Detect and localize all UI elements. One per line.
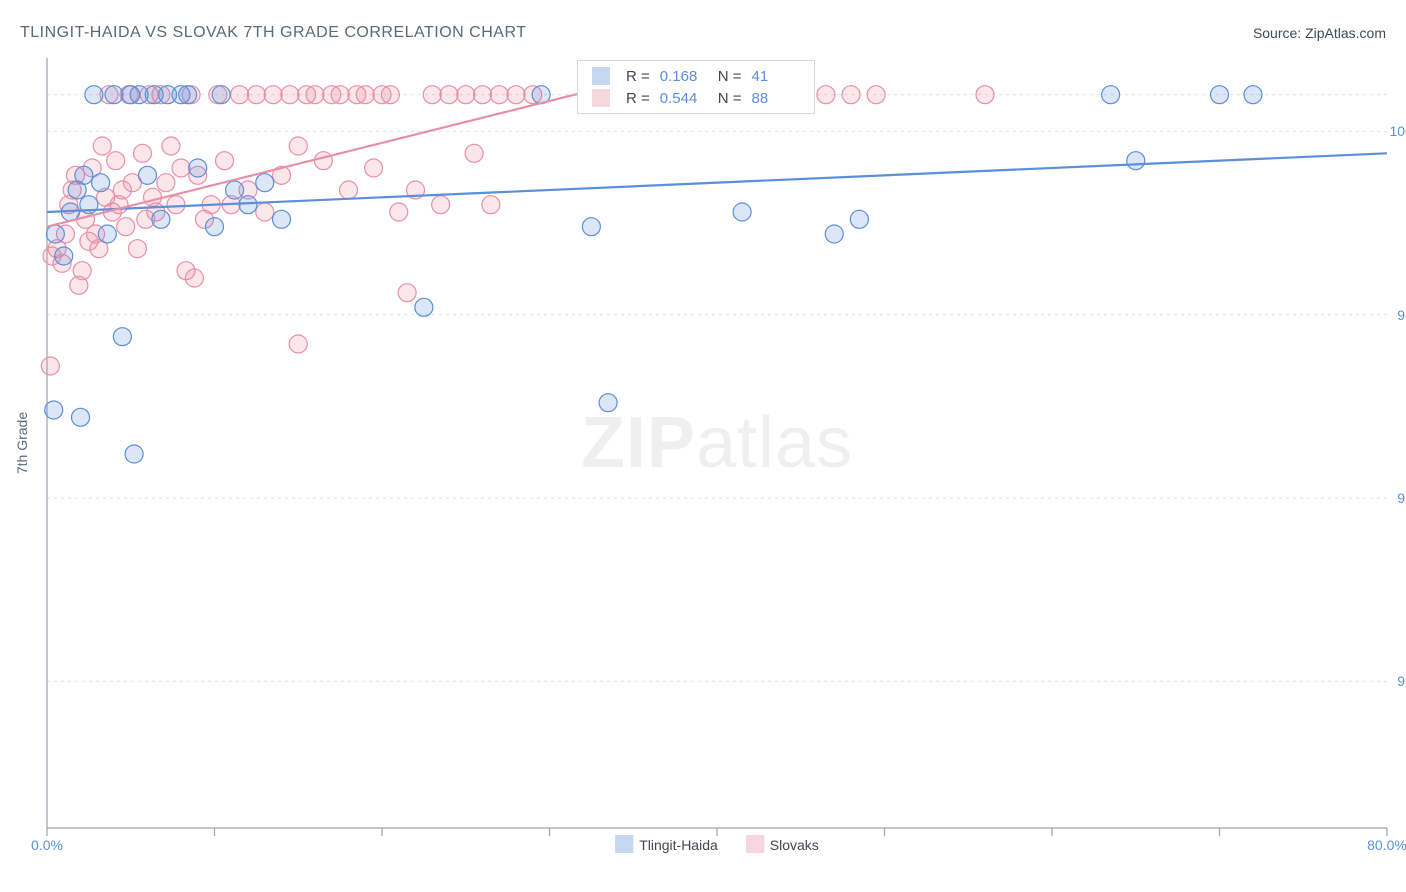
plot-area: 7th Grade ZIPatlas R = 0.168 N = 41R = 0…	[47, 58, 1387, 828]
stats-row: R = 0.544 N = 88	[578, 87, 814, 109]
y-axis-label: 7th Grade	[14, 412, 30, 474]
x-tick-label: 0.0%	[31, 837, 63, 853]
stats-legend-box: R = 0.168 N = 41R = 0.544 N = 88	[577, 60, 815, 114]
scatter-plot-svg	[47, 58, 1387, 828]
legend-item: Tlingit-Haida	[615, 835, 718, 853]
stats-row: R = 0.168 N = 41	[578, 65, 814, 87]
y-tick-label: 100.0%	[1390, 123, 1406, 139]
chart-title: TLINGIT-HAIDA VS SLOVAK 7TH GRADE CORREL…	[20, 24, 526, 42]
y-tick-label: 95.0%	[1397, 490, 1406, 506]
legend-swatch	[615, 835, 633, 853]
chart-header: TLINGIT-HAIDA VS SLOVAK 7TH GRADE CORREL…	[20, 18, 1386, 48]
legend-swatch	[746, 835, 764, 853]
legend-swatch	[592, 67, 610, 85]
y-axis-label-wrap: 7th Grade	[12, 58, 32, 828]
x-tick-label: 80.0%	[1367, 837, 1406, 853]
source-label: Source: ZipAtlas.com	[1253, 25, 1386, 41]
y-tick-label: 92.5%	[1397, 673, 1406, 689]
legend-item: Slovaks	[746, 835, 819, 853]
y-tick-label: 97.5%	[1397, 307, 1406, 323]
legend-swatch	[592, 89, 610, 107]
legend-bottom: Tlingit-Haida Slovaks	[615, 835, 819, 853]
